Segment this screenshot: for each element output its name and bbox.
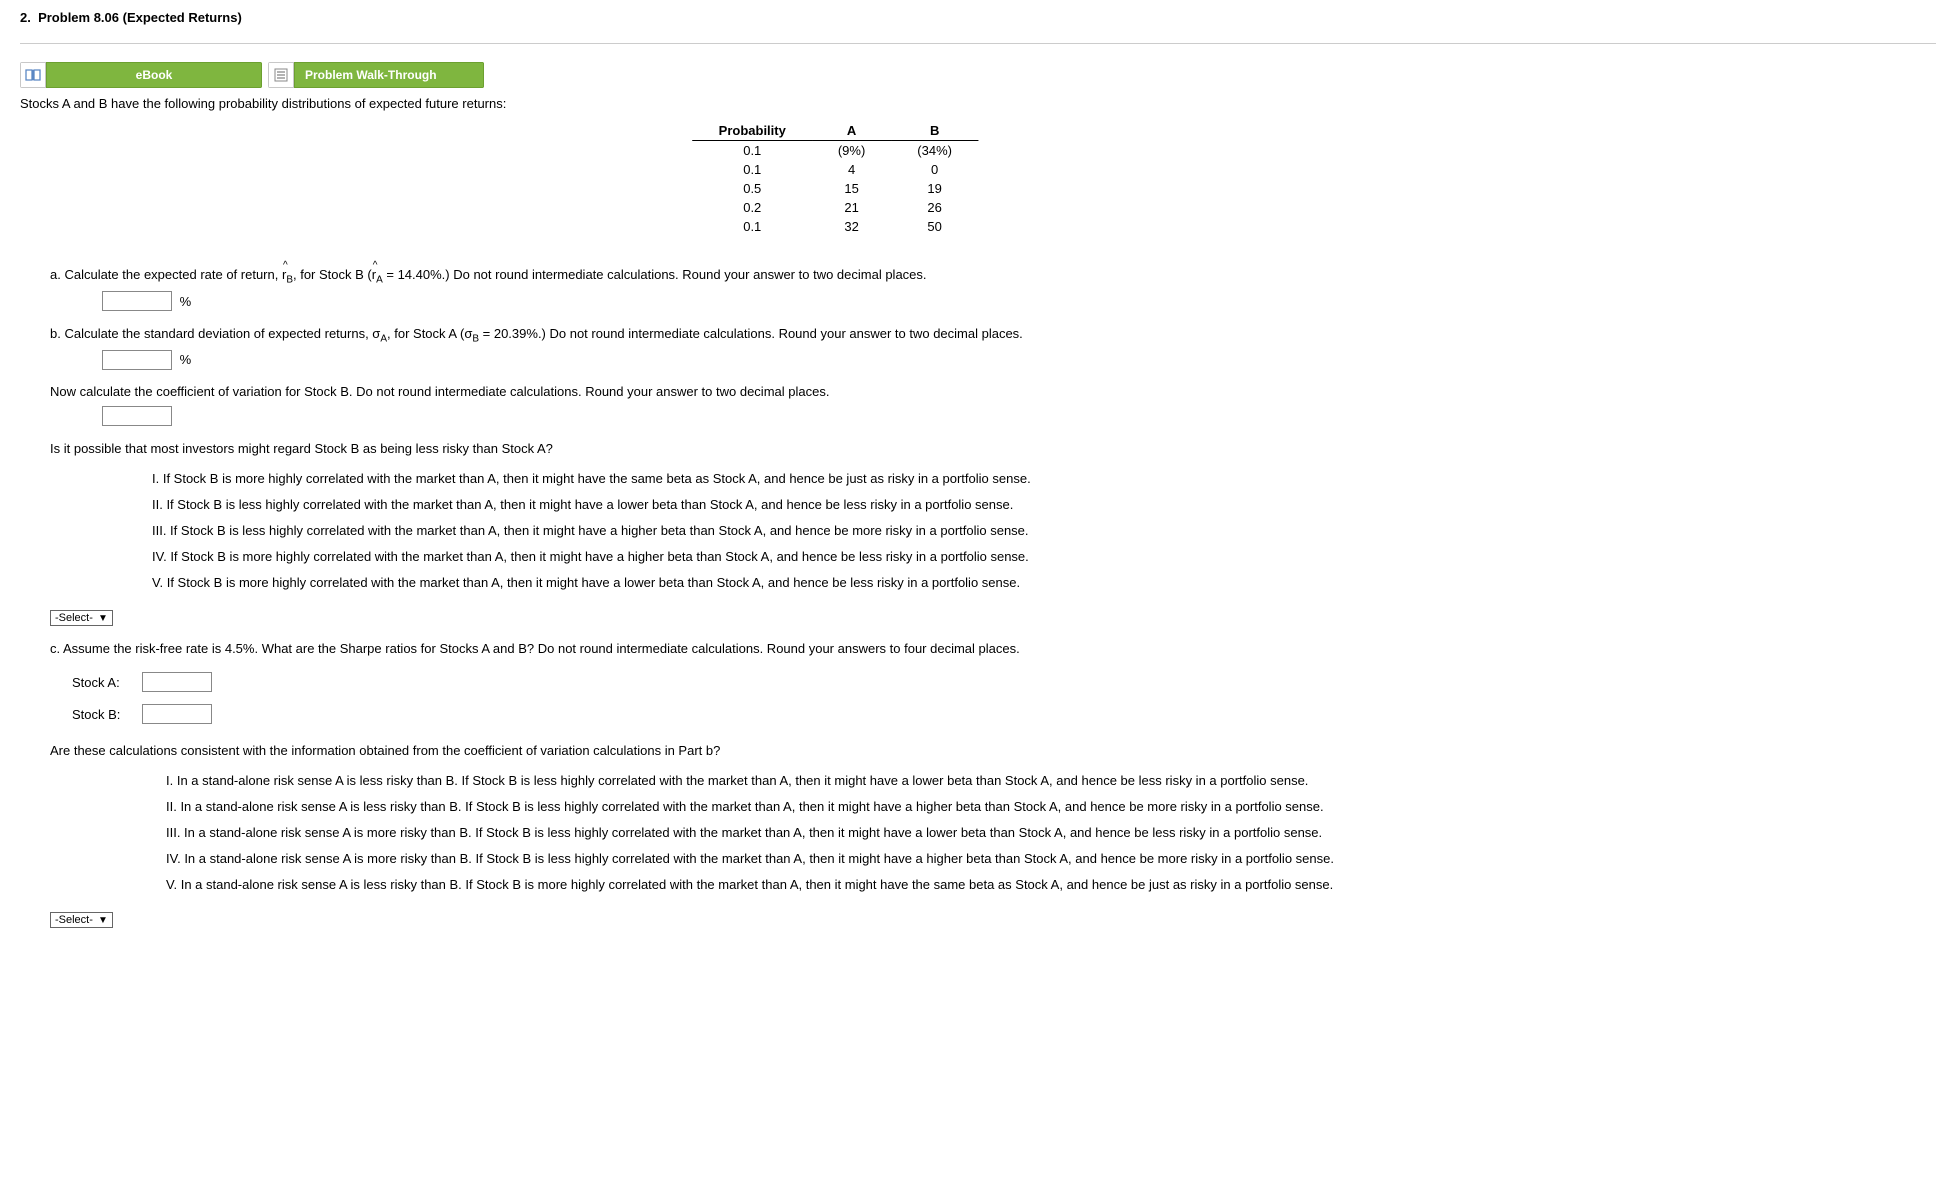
- button-row: eBook Problem Walk-Through: [20, 62, 1936, 88]
- th-b: B: [891, 121, 978, 141]
- option-item: I. In a stand-alone risk sense A is less…: [166, 768, 1936, 794]
- select-2[interactable]: -Select- ▼: [50, 912, 113, 928]
- risky-question: Is it possible that most investors might…: [50, 438, 1936, 460]
- table-cell: 50: [891, 217, 978, 236]
- table-row: 0.140: [693, 160, 978, 179]
- select-2-label: -Select-: [55, 914, 93, 926]
- chevron-down-icon: ▼: [98, 613, 108, 624]
- ebook-label: eBook: [46, 62, 262, 88]
- options-list-2: I. In a stand-alone risk sense A is less…: [166, 768, 1936, 898]
- select-1-label: -Select-: [55, 612, 93, 624]
- answer-a-input[interactable]: [102, 291, 172, 311]
- question-b: b. Calculate the standard deviation of e…: [50, 323, 1936, 596]
- page-title: 2. Problem 8.06 (Expected Returns): [20, 10, 1936, 33]
- ebook-button[interactable]: eBook: [20, 62, 262, 88]
- options-list-1: I. If Stock B is more highly correlated …: [152, 466, 1936, 596]
- table-cell: 0.5: [693, 179, 812, 198]
- answer-cv-input[interactable]: [102, 406, 172, 426]
- table-row: 0.13250: [693, 217, 978, 236]
- unit-a: %: [180, 294, 192, 309]
- option-item: II. In a stand-alone risk sense A is les…: [166, 794, 1936, 820]
- rb-sub: B: [286, 275, 293, 286]
- consistency-question: Are these calculations consistent with t…: [50, 740, 1936, 762]
- question-a: a. Calculate the expected rate of return…: [50, 264, 1936, 313]
- qa-rest: = 14.40%.) Do not round intermediate cal…: [383, 267, 927, 282]
- table-cell: 0.2: [693, 198, 812, 217]
- table-cell: 4: [812, 160, 891, 179]
- ra-sub: A: [376, 275, 383, 286]
- rhat-b: r: [282, 267, 286, 282]
- stock-b-input[interactable]: [142, 704, 212, 724]
- option-item: I. If Stock B is more highly correlated …: [152, 466, 1936, 492]
- chevron-down-icon: ▼: [98, 915, 108, 926]
- intro-text: Stocks A and B have the following probab…: [20, 96, 1936, 111]
- th-prob: Probability: [693, 121, 812, 141]
- probability-table: Probability A B 0.1(9%)(34%)0.1400.51519…: [693, 121, 978, 236]
- book-icon: [20, 62, 46, 88]
- th-a: A: [812, 121, 891, 141]
- option-item: IV. If Stock B is more highly correlated…: [152, 544, 1936, 570]
- unit-b: %: [180, 352, 192, 367]
- qb-mid: , for Stock A (σ: [387, 326, 472, 341]
- qc-text: c. Assume the risk-free rate is 4.5%. Wh…: [50, 638, 1936, 660]
- qb-rest: = 20.39%.) Do not round intermediate cal…: [479, 326, 1023, 341]
- table-cell: 19: [891, 179, 978, 198]
- table-cell: (34%): [891, 141, 978, 161]
- table-cell: 21: [812, 198, 891, 217]
- problem-name: Problem 8.06 (Expected Returns): [38, 10, 242, 25]
- problem-number: 2.: [20, 10, 31, 25]
- table-row: 0.51519: [693, 179, 978, 198]
- table-cell: 26: [891, 198, 978, 217]
- option-item: III. In a stand-alone risk sense A is mo…: [166, 820, 1936, 846]
- table-cell: 32: [812, 217, 891, 236]
- qa-prefix: a. Calculate the expected rate of return…: [50, 267, 282, 282]
- option-item: III. If Stock B is less highly correlate…: [152, 518, 1936, 544]
- table-cell: 0: [891, 160, 978, 179]
- list-icon: [268, 62, 294, 88]
- stock-a-label: Stock A:: [72, 672, 138, 694]
- divider: [20, 43, 1936, 44]
- cv-text: Now calculate the coefficient of variati…: [50, 381, 1936, 403]
- walkthrough-label: Problem Walk-Through: [294, 62, 484, 88]
- walkthrough-button[interactable]: Problem Walk-Through: [268, 62, 484, 88]
- table-cell: (9%): [812, 141, 891, 161]
- table-row: 0.1(9%)(34%): [693, 141, 978, 161]
- table-cell: 15: [812, 179, 891, 198]
- stock-b-label: Stock B:: [72, 704, 138, 726]
- question-c: c. Assume the risk-free rate is 4.5%. Wh…: [50, 638, 1936, 898]
- select-1[interactable]: -Select- ▼: [50, 610, 113, 626]
- table-cell: 0.1: [693, 217, 812, 236]
- option-item: II. If Stock B is less highly correlated…: [152, 492, 1936, 518]
- table-cell: 0.1: [693, 141, 812, 161]
- stock-a-input[interactable]: [142, 672, 212, 692]
- qb-prefix: b. Calculate the standard deviation of e…: [50, 326, 380, 341]
- table-cell: 0.1: [693, 160, 812, 179]
- option-item: V. If Stock B is more highly correlated …: [152, 570, 1936, 596]
- option-item: IV. In a stand-alone risk sense A is mor…: [166, 846, 1936, 872]
- table-row: 0.22126: [693, 198, 978, 217]
- rhat-a: r: [372, 267, 376, 282]
- qa-mid: , for Stock B (: [293, 267, 372, 282]
- option-item: V. In a stand-alone risk sense A is less…: [166, 872, 1936, 898]
- answer-b-input[interactable]: [102, 350, 172, 370]
- sa-sub: A: [380, 333, 387, 344]
